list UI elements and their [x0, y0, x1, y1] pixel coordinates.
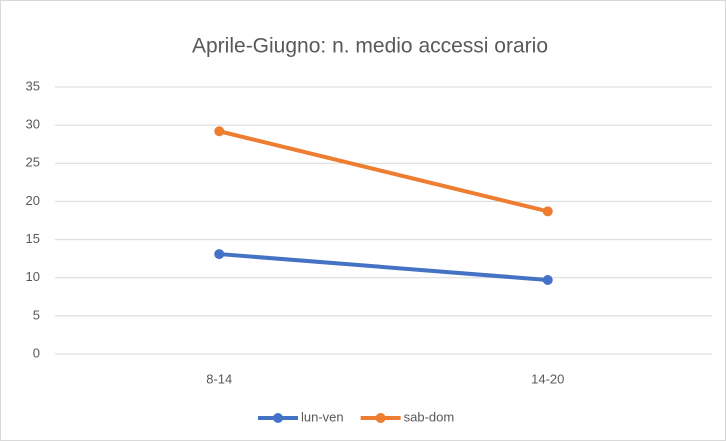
- y-tick-label: 15: [26, 231, 40, 246]
- x-tick-label: 14-20: [531, 371, 564, 386]
- legend-label: sab-dom: [404, 409, 455, 424]
- y-tick-label: 0: [33, 345, 40, 360]
- series-marker: [214, 249, 225, 260]
- y-tick-label: 10: [26, 269, 40, 284]
- chart-title: Aprile-Giugno: n. medio accessi orario: [192, 35, 548, 58]
- series-marker: [542, 206, 553, 217]
- x-tick-label: 8-14: [206, 371, 232, 386]
- y-tick-label: 20: [26, 193, 40, 208]
- y-tick-label: 25: [26, 155, 40, 170]
- legend-marker: [375, 413, 386, 423]
- series-marker: [542, 275, 553, 286]
- series-marker: [214, 126, 225, 137]
- y-tick-label: 30: [26, 117, 40, 132]
- series-line: [217, 252, 550, 283]
- legend-label: lun-ven: [301, 409, 344, 424]
- series-line: [217, 129, 550, 214]
- y-tick-label: 35: [26, 78, 40, 93]
- y-tick-label: 5: [33, 307, 40, 322]
- legend-marker: [273, 413, 283, 423]
